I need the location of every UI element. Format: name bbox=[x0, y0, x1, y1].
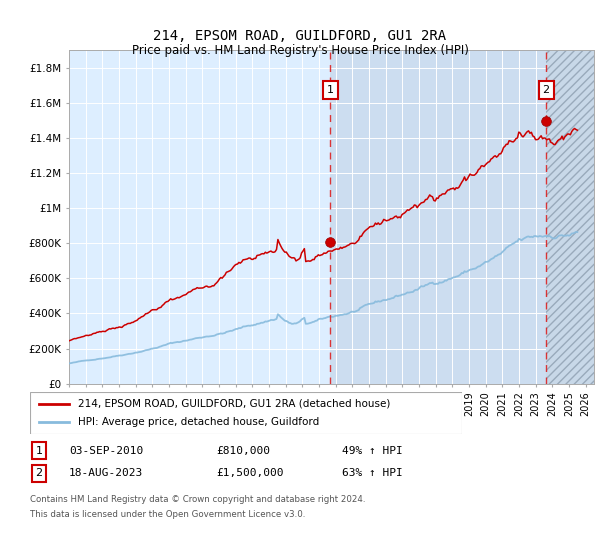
Text: 49% ↑ HPI: 49% ↑ HPI bbox=[342, 446, 403, 456]
Bar bbox=[546, 50, 594, 384]
Text: 2: 2 bbox=[35, 468, 43, 478]
Text: 214, EPSOM ROAD, GUILDFORD, GU1 2RA (detached house): 214, EPSOM ROAD, GUILDFORD, GU1 2RA (det… bbox=[77, 399, 390, 409]
Text: Price paid vs. HM Land Registry's House Price Index (HPI): Price paid vs. HM Land Registry's House … bbox=[131, 44, 469, 57]
Text: Contains HM Land Registry data © Crown copyright and database right 2024.: Contains HM Land Registry data © Crown c… bbox=[30, 495, 365, 504]
Text: This data is licensed under the Open Government Licence v3.0.: This data is licensed under the Open Gov… bbox=[30, 510, 305, 519]
Text: 2: 2 bbox=[542, 85, 550, 95]
Text: 214, EPSOM ROAD, GUILDFORD, GU1 2RA: 214, EPSOM ROAD, GUILDFORD, GU1 2RA bbox=[154, 29, 446, 44]
FancyBboxPatch shape bbox=[30, 392, 462, 434]
Text: 1: 1 bbox=[326, 85, 334, 95]
Text: £810,000: £810,000 bbox=[216, 446, 270, 456]
Text: 03-SEP-2010: 03-SEP-2010 bbox=[69, 446, 143, 456]
Text: 18-AUG-2023: 18-AUG-2023 bbox=[69, 468, 143, 478]
Text: £1,500,000: £1,500,000 bbox=[216, 468, 284, 478]
Text: 1: 1 bbox=[35, 446, 43, 456]
Text: HPI: Average price, detached house, Guildford: HPI: Average price, detached house, Guil… bbox=[77, 417, 319, 427]
Bar bbox=[330, 50, 546, 384]
Text: 63% ↑ HPI: 63% ↑ HPI bbox=[342, 468, 403, 478]
